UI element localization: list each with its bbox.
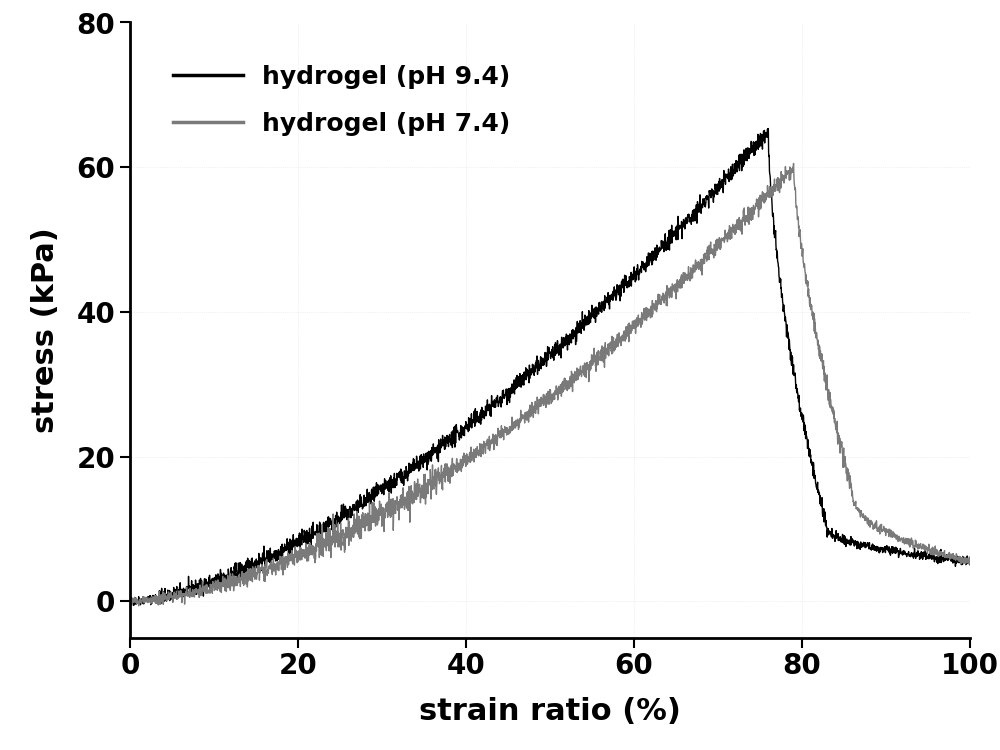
Line: hydrogel (pH 9.4): hydrogel (pH 9.4) <box>130 128 970 605</box>
Legend: hydrogel (pH 9.4), hydrogel (pH 7.4): hydrogel (pH 9.4), hydrogel (pH 7.4) <box>143 35 541 166</box>
hydrogel (pH 7.4) <box>446 454 458 463</box>
hydrogel (pH 9.4) <box>964 557 976 566</box>
Line: hydrogel (pH 7.4): hydrogel (pH 7.4) <box>130 164 970 606</box>
hydrogel (pH 9.4) <box>270 547 282 556</box>
hydrogel (pH 9.4) <box>220 574 232 583</box>
hydrogel (pH 7.4) <box>483 440 495 449</box>
hydrogel (pH 7.4) <box>788 159 800 168</box>
hydrogel (pH 9.4) <box>858 538 870 547</box>
hydrogel (pH 7.4) <box>270 564 282 573</box>
hydrogel (pH 7.4) <box>948 555 960 564</box>
hydrogel (pH 7.4) <box>124 598 136 608</box>
hydrogel (pH 9.4) <box>483 405 495 414</box>
X-axis label: strain ratio (%): strain ratio (%) <box>419 697 681 726</box>
hydrogel (pH 9.4) <box>124 596 136 604</box>
Y-axis label: stress (kPa): stress (kPa) <box>31 227 60 433</box>
hydrogel (pH 9.4) <box>948 554 960 562</box>
hydrogel (pH 7.4) <box>964 560 976 569</box>
hydrogel (pH 9.4) <box>762 124 774 133</box>
hydrogel (pH 9.4) <box>446 443 458 452</box>
hydrogel (pH 7.4) <box>220 580 232 590</box>
hydrogel (pH 7.4) <box>133 602 145 610</box>
hydrogel (pH 7.4) <box>858 511 870 520</box>
hydrogel (pH 9.4) <box>128 601 140 610</box>
